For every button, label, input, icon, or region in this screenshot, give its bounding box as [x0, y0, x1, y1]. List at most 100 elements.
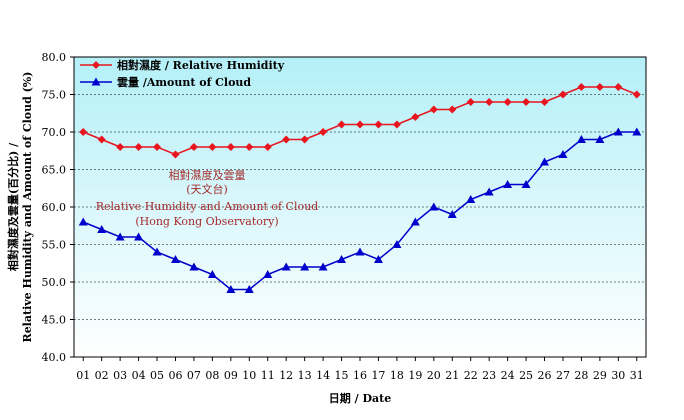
- x-tick-label: 02: [95, 369, 109, 382]
- legend-marker-triangle: [91, 77, 101, 86]
- x-tick-label: 16: [353, 369, 367, 382]
- x-tick-label: 05: [150, 369, 164, 382]
- data-point-cloud: [115, 232, 125, 241]
- x-tick-label: 21: [445, 369, 459, 382]
- data-point-cloud: [373, 255, 383, 263]
- chart-annotation: 相對濕度及雲量 (天文台) Relative Humidity and Amou…: [96, 168, 318, 228]
- data-point-cloud: [447, 210, 457, 218]
- data-point-cloud: [281, 262, 291, 271]
- data-point-cloud: [429, 202, 439, 211]
- legend-label-cloud: 雲量 /Amount of Cloud: [117, 76, 251, 89]
- x-tick-label: 01: [76, 369, 90, 382]
- data-point-humidity: [392, 120, 401, 129]
- x-tick-label: 20: [427, 369, 441, 382]
- y-axis-title-line-1: 相對濕度及雲量(百分比) /: [6, 142, 20, 271]
- data-point-cloud: [392, 240, 402, 248]
- data-point-humidity: [374, 120, 383, 129]
- x-tick-label: 11: [261, 369, 275, 382]
- data-point-humidity: [263, 143, 272, 151]
- data-point-humidity: [429, 105, 438, 114]
- data-point-cloud: [263, 270, 273, 278]
- data-point-humidity: [116, 143, 125, 151]
- data-point-humidity: [595, 83, 604, 91]
- x-tick-label: 09: [224, 369, 238, 382]
- x-tick-label: 24: [501, 369, 515, 382]
- data-point-cloud: [318, 262, 328, 271]
- data-point-humidity: [614, 83, 623, 91]
- x-tick-label: 04: [132, 369, 146, 382]
- annotation-line-3: Relative Humidity and Amount of Cloud: [96, 200, 318, 213]
- data-point-humidity: [503, 98, 512, 106]
- x-tick-label: 15: [335, 369, 349, 382]
- data-point-cloud: [170, 255, 180, 263]
- data-point-cloud: [97, 225, 107, 233]
- x-tick-label: 31: [630, 369, 644, 382]
- y-tick-label: 60.0: [42, 201, 67, 214]
- series-0: [79, 83, 641, 159]
- data-point-cloud: [613, 127, 623, 136]
- data-point-cloud: [207, 270, 217, 278]
- series-1: [78, 127, 642, 293]
- x-tick-label: 07: [187, 369, 201, 382]
- data-point-humidity: [448, 105, 457, 114]
- data-point-cloud: [244, 285, 254, 293]
- series-layer: [78, 83, 642, 293]
- data-point-humidity: [522, 98, 531, 106]
- data-point-humidity: [632, 90, 641, 99]
- data-point-humidity: [97, 135, 106, 144]
- y-tick-label: 75.0: [42, 89, 67, 102]
- y-tick-label: 45.0: [42, 314, 67, 327]
- data-point-cloud: [466, 195, 476, 203]
- data-point-humidity: [79, 128, 88, 136]
- x-tick-label: 28: [574, 369, 588, 382]
- data-point-cloud: [558, 150, 568, 158]
- x-tick-label: 19: [408, 369, 422, 382]
- legend: 相對濕度 / Relative Humidity 雲量 /Amount of C…: [80, 58, 285, 89]
- x-tick-label: 26: [538, 369, 552, 382]
- data-point-cloud: [540, 157, 550, 166]
- data-point-cloud: [521, 180, 531, 188]
- data-point-cloud: [152, 247, 162, 256]
- y-tick-label: 40.0: [42, 351, 67, 364]
- data-point-humidity: [540, 98, 549, 106]
- data-point-cloud: [226, 285, 236, 293]
- data-point-humidity: [558, 90, 567, 99]
- data-point-cloud: [300, 262, 310, 271]
- x-tick-label: 14: [316, 369, 330, 382]
- data-point-humidity: [337, 120, 346, 129]
- data-point-cloud: [78, 217, 88, 226]
- data-point-humidity: [208, 143, 217, 151]
- x-tick-label: 23: [482, 369, 496, 382]
- x-tick-label: 25: [519, 369, 533, 382]
- data-point-humidity: [171, 150, 180, 159]
- gridlines: [74, 94, 646, 320]
- x-tick-label: 30: [611, 369, 625, 382]
- data-point-cloud: [410, 217, 420, 226]
- data-point-humidity: [356, 120, 364, 129]
- data-point-cloud: [576, 135, 586, 143]
- data-point-cloud: [503, 180, 513, 188]
- x-axis-title: 日期 / Date: [329, 391, 391, 405]
- annotation-line-2: (天文台): [186, 182, 228, 196]
- data-point-humidity: [319, 128, 328, 136]
- y-tick-label: 70.0: [42, 126, 67, 139]
- annotation-line-1: 相對濕度及雲量: [169, 168, 246, 182]
- x-tick-label: 29: [593, 369, 607, 382]
- y-tick-label: 65.0: [42, 164, 67, 177]
- y-tick-label: 80.0: [42, 51, 67, 64]
- y-tick-label: 50.0: [42, 276, 67, 289]
- x-tick-label: 10: [242, 369, 256, 382]
- legend-label-humidity: 相對濕度 / Relative Humidity: [117, 58, 285, 72]
- data-point-humidity: [466, 98, 475, 106]
- data-point-humidity: [134, 143, 143, 151]
- data-point-cloud: [189, 262, 199, 271]
- data-point-humidity: [577, 83, 586, 91]
- data-point-humidity: [282, 135, 291, 144]
- data-point-cloud: [134, 232, 144, 241]
- x-tick-label: 06: [168, 369, 182, 382]
- y-axis-ticks: 40.0 45.0 50.0 55.0 60.0 65.0 70.0 75.0 80.0: [42, 51, 74, 364]
- data-point-humidity: [300, 135, 309, 144]
- x-tick-label: 27: [556, 369, 570, 382]
- data-point-humidity: [189, 143, 198, 151]
